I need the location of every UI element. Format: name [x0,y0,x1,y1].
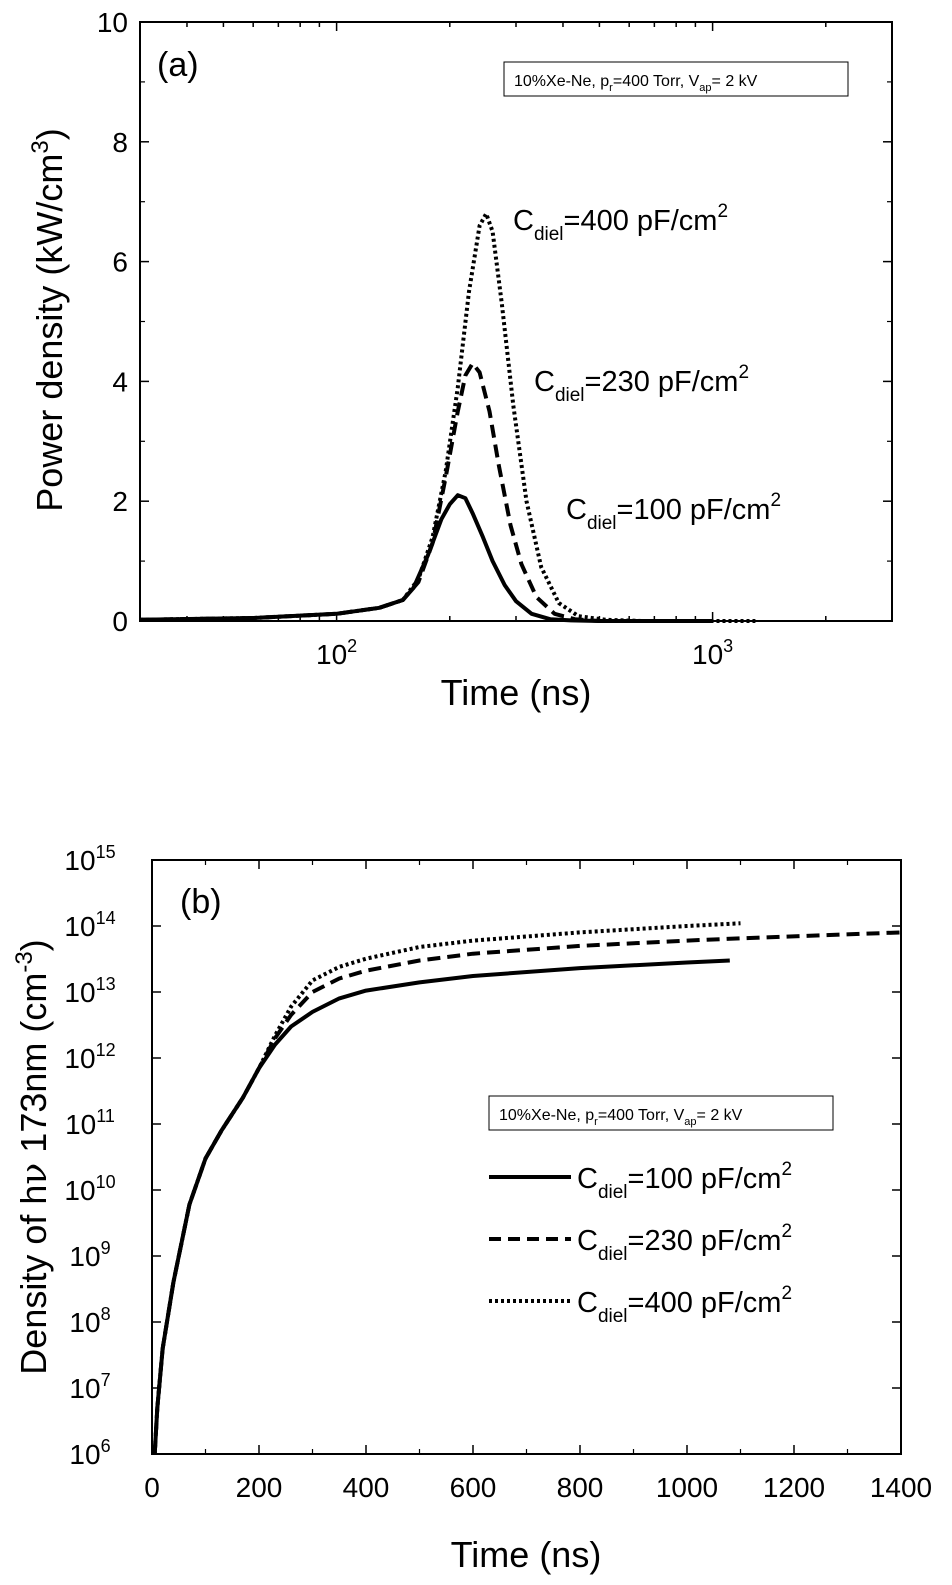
panel-a-label-100: Cdiel=100 pF/cm2 [566,490,781,534]
b-x-tick-label: 1400 [870,1472,932,1503]
b-series-solid-line [152,958,730,1455]
b-series-dash-line [152,930,902,1455]
b-x-tick-label: 600 [450,1472,497,1503]
b-x-tick-label: 200 [236,1472,283,1503]
panel-b-y-axis-title: Density of hν 173nm (cm-3) [11,939,55,1374]
panel-a-plot-frame [139,21,893,622]
b-y-tick-label: 1012 [64,1040,115,1074]
legend-label-100: Cdiel=100 pF/cm2 [577,1159,792,1203]
a-x-tick-label: 102 [316,636,357,670]
panel-b-plot-frame [151,859,902,1455]
a-series-dot-line [139,211,756,623]
b-x-tick-label: 800 [557,1472,604,1503]
b-y-tick-label: 1014 [64,908,115,942]
a-y-tick-label: 6 [112,247,128,278]
panel-a: 0 2 4 6 8 10 102 103 (a) 10%Xe-Ne, pr=400 Torr,… [27,7,893,713]
panel-b-x-axis-title: Time (ns) [451,1534,602,1575]
a-x-tick-label: 103 [692,636,733,670]
panel-b: 0 200 400 600 800 1000 1200 1400 106 107 108 109 101… [11,842,932,1575]
panel-a-label-230: Cdiel=230 pF/cm2 [534,362,749,406]
a-y-tick-label: 0 [112,606,128,637]
b-y-tick-label: 106 [69,1436,110,1470]
b-y-tick-label: 1015 [64,842,115,876]
panel-b-condition-box [488,1095,834,1131]
panel-b-label: (b) [180,883,222,921]
panel-a-y-axis-title: Power density (kW/cm3) [27,128,70,511]
b-y-tick-label: 1013 [64,974,115,1008]
a-y-tick-label: 10 [97,7,128,38]
b-x-tick-label: 1000 [656,1472,718,1503]
legend-label-400: Cdiel=400 pF/cm2 [577,1283,792,1327]
a-y-tick-label: 4 [112,366,128,397]
b-y-tick-label: 1010 [64,1172,115,1206]
a-y-tick-label: 2 [112,486,128,517]
b-y-tick-label: 108 [69,1304,110,1338]
panel-a-condition-box [503,61,849,97]
panel-b-legend: Cdiel=100 pF/cm2 Cdiel=230 pF/cm2 Cdiel=… [489,1159,792,1327]
panel-a-label: (a) [157,46,199,84]
a-y-tick-label: 8 [112,127,128,158]
panel-a-x-axis-title: Time (ns) [441,672,592,713]
panel-b-condition-text: 10%Xe-Ne, pr=400 Torr, Vap= 2 kV [499,1107,743,1128]
b-y-tick-label: 109 [69,1238,110,1272]
b-x-tick-label: 400 [343,1472,390,1503]
b-y-tick-label: 1011 [65,1106,115,1140]
b-y-tick-label: 107 [69,1370,110,1404]
panel-a-condition-text: 10%Xe-Ne, pr=400 Torr, Vap= 2 kV [514,73,758,94]
b-x-tick-label: 0 [144,1472,160,1503]
legend-label-230: Cdiel=230 pF/cm2 [577,1221,792,1265]
b-x-tick-label: 1200 [763,1472,825,1503]
panel-a-label-400: Cdiel=400 pF/cm2 [513,201,728,245]
